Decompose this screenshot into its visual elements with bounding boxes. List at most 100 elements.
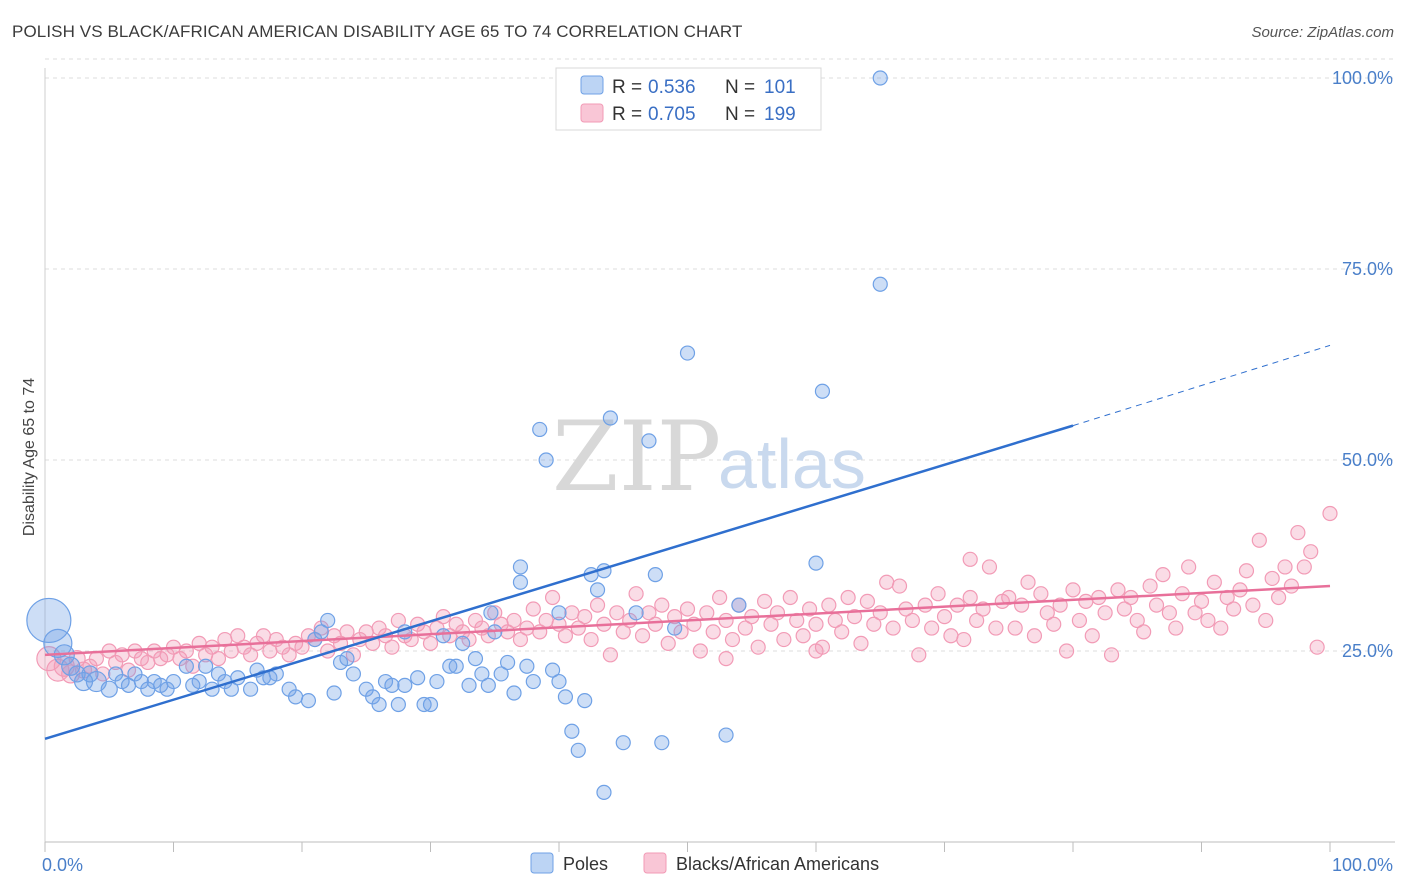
y-tick-label-3: 100.0% <box>1332 68 1393 88</box>
blacks-point-73 <box>512 631 529 648</box>
blacks-point-192 <box>1277 559 1293 575</box>
poles-point-63 <box>493 666 509 682</box>
poles-point-59 <box>474 666 490 682</box>
blacks-point-191 <box>1270 589 1287 606</box>
legend-r-value-poles: 0.536 <box>648 77 696 98</box>
poles-point-35 <box>300 693 317 709</box>
poles-point-73 <box>557 689 574 705</box>
blacks-point-129 <box>872 605 888 621</box>
series-blacks-points <box>36 505 1338 684</box>
legend-r-label-poles: R = <box>612 77 642 98</box>
poles-point-0 <box>26 597 72 644</box>
blacks-point-81 <box>564 605 580 621</box>
blacks-point-108 <box>737 620 753 636</box>
blacks-point-87 <box>602 647 619 663</box>
blacks-point-103 <box>705 624 721 640</box>
poles-point-84 <box>654 735 670 751</box>
blacks-point-161 <box>1078 593 1094 609</box>
poles-point-64 <box>500 654 516 671</box>
poles-point-75 <box>570 742 586 758</box>
blacks-point-126 <box>853 635 869 651</box>
legend-swatch-poles <box>580 75 604 95</box>
blacks-point-123 <box>834 624 850 640</box>
poles-point-70 <box>538 452 554 468</box>
poles-point-85 <box>667 620 683 636</box>
poles-point-95 <box>512 559 529 575</box>
poles-point-60 <box>480 677 496 693</box>
poles-point-94 <box>872 70 888 86</box>
blacks-point-166 <box>1110 582 1126 598</box>
blacks-point-173 <box>1155 566 1171 583</box>
poles-point-50 <box>410 670 426 686</box>
bottom-legend-label-blacks: Blacks/African Americans <box>676 854 879 874</box>
blacks-point-31 <box>243 647 259 663</box>
poles-point-65 <box>506 685 522 701</box>
blacks-point-53 <box>384 639 400 655</box>
blacks-point-96 <box>660 635 676 651</box>
blacks-point-138 <box>930 586 946 602</box>
blacks-point-180 <box>1200 612 1216 629</box>
blacks-point-112 <box>763 616 779 632</box>
poles-point-71 <box>544 662 561 678</box>
poles-point-1 <box>43 628 73 658</box>
blacks-point-134 <box>904 612 920 629</box>
blacks-point-156 <box>1046 616 1062 632</box>
blacks-point-152 <box>1020 574 1036 590</box>
blacks-point-177 <box>1181 559 1197 575</box>
poles-point-49 <box>397 677 413 693</box>
poles-point-21 <box>191 673 207 690</box>
blacks-point-175 <box>1168 620 1184 636</box>
blacks-point-140 <box>943 628 959 644</box>
blacks-point-124 <box>840 589 856 606</box>
blacks-point-71 <box>500 624 516 640</box>
blacks-point-7 <box>88 651 105 667</box>
blacks-point-106 <box>724 631 741 648</box>
blacks-point-190 <box>1264 570 1280 587</box>
y-tick-label-0: 25.0% <box>1342 641 1393 661</box>
chart-title: POLISH VS BLACK/AFRICAN AMERICAN DISABIL… <box>12 22 743 41</box>
poles-point-68 <box>525 673 541 690</box>
poles-point-74 <box>564 723 580 739</box>
poles-point-18 <box>165 673 182 690</box>
blacks-point-94 <box>647 616 663 632</box>
poles-point-48 <box>390 696 406 713</box>
poles-point-61 <box>483 605 499 621</box>
blacks-point-155 <box>1039 605 1055 621</box>
poles-point-41 <box>339 651 355 667</box>
trend-lines <box>44 344 1331 741</box>
blacks-point-178 <box>1187 605 1203 621</box>
poles-point-58 <box>467 651 484 667</box>
poles-point-45 <box>371 696 387 713</box>
trend-line-poles <box>44 424 1074 741</box>
poles-point-80 <box>602 410 619 426</box>
blacks-point-77 <box>538 612 554 629</box>
blacks-point-132 <box>891 578 908 594</box>
blacks-point-172 <box>1148 597 1165 613</box>
y-axis-label: Disability Age 65 to 74 <box>21 378 38 536</box>
blacks-point-158 <box>1058 643 1075 659</box>
poles-point-39 <box>326 685 342 701</box>
blacks-point-197 <box>1309 639 1325 655</box>
trend-line-blacks <box>44 584 1331 657</box>
legend-n-label-poles: N = <box>725 77 755 98</box>
poles-point-28 <box>243 681 259 697</box>
blacks-point-188 <box>1251 532 1267 548</box>
blacks-point-29 <box>230 628 246 644</box>
blacks-point-162 <box>1084 628 1100 644</box>
blacks-point-170 <box>1136 624 1152 640</box>
blacks-point-91 <box>628 586 644 602</box>
poles-point-91 <box>872 276 888 292</box>
blacks-point-115 <box>782 589 798 606</box>
poles-point-4 <box>68 665 86 683</box>
blacks-point-196 <box>1303 544 1319 560</box>
legend-n-value-blacks: 199 <box>764 104 796 125</box>
blacks-point-88 <box>609 605 625 621</box>
blacks-point-135 <box>911 647 927 663</box>
poles-point-86 <box>679 345 696 361</box>
poles-point-83 <box>641 433 657 449</box>
poles-point-42 <box>345 666 361 682</box>
blacks-point-184 <box>1226 601 1242 617</box>
blacks-point-165 <box>1103 647 1120 663</box>
poles-point-53 <box>429 673 445 690</box>
poles-point-19 <box>178 658 194 674</box>
